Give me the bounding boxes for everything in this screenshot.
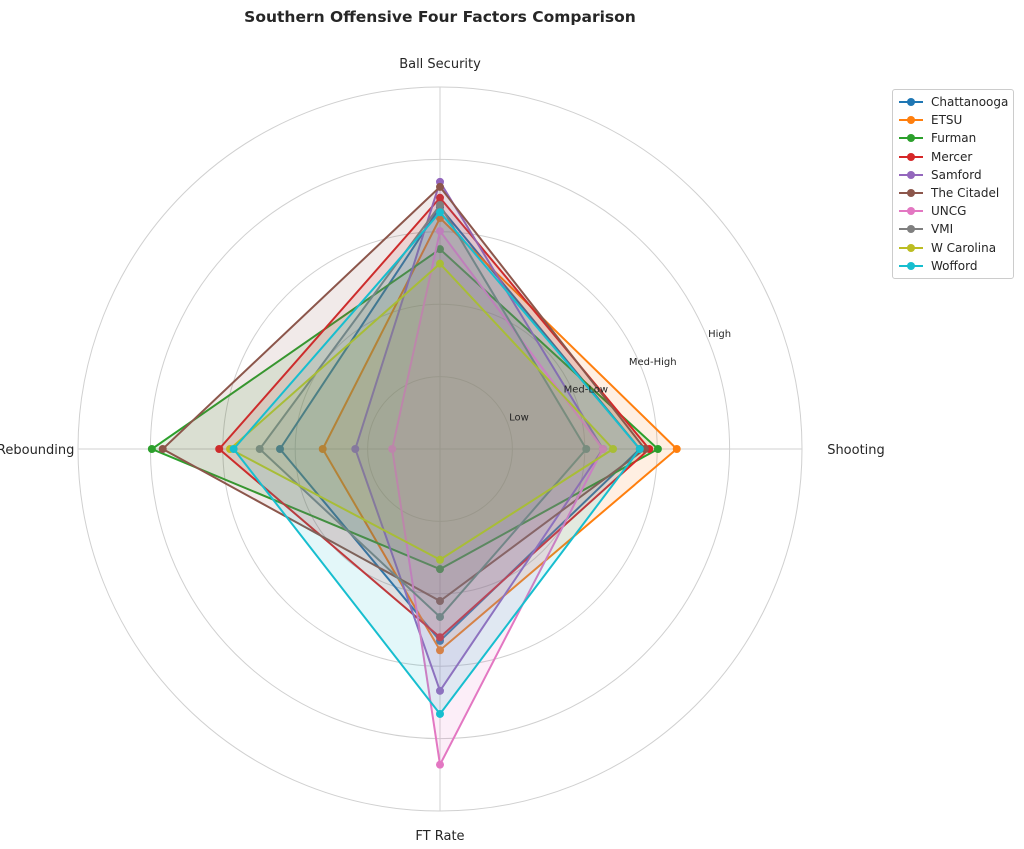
legend-item: Samford: [893, 166, 1013, 184]
data-point: [147, 445, 156, 453]
legend-marker-icon: [899, 242, 923, 254]
legend-label: W Carolina: [931, 240, 997, 255]
legend-marker-icon: [899, 205, 923, 217]
axis-label: Off Rebounding: [0, 443, 74, 458]
data-point: [436, 193, 444, 202]
data-point: [436, 646, 444, 655]
axis-label: FT Rate: [415, 829, 464, 844]
data-point: [255, 445, 264, 453]
series-etsu: [318, 214, 681, 655]
data-point: [318, 445, 327, 453]
legend-marker-icon: [899, 151, 923, 163]
data-point: [436, 227, 444, 236]
series-fill: [392, 231, 603, 765]
legend-label: VMI: [931, 222, 954, 237]
legend-marker-icon: [899, 132, 923, 144]
series-fill: [233, 212, 640, 714]
series-fill: [322, 218, 677, 651]
legend-item: The Citadel: [893, 184, 1013, 202]
series-furman: [147, 245, 662, 574]
legend-item: Mercer: [893, 148, 1013, 166]
data-point: [436, 555, 444, 564]
data-point: [388, 445, 397, 453]
axis-label: Shooting: [827, 443, 885, 458]
chart-title: Southern Offensive Four Factors Comparis…: [244, 8, 636, 26]
series-fill: [230, 263, 614, 560]
legend-label: Mercer: [931, 149, 973, 164]
legend-item: Chattanooga: [893, 93, 1013, 111]
legend-marker-icon: [899, 187, 923, 199]
legend-marker-icon: [899, 223, 923, 235]
data-point: [582, 445, 591, 453]
data-point: [158, 445, 167, 453]
legend-item: UNCG: [893, 202, 1013, 220]
ring-label: Med-High: [629, 357, 677, 368]
data-point: [436, 597, 444, 606]
legend-label: Wofford: [931, 258, 978, 273]
data-point: [436, 259, 444, 268]
series-uncg: [388, 227, 607, 769]
axis-label: Ball Security: [399, 57, 481, 72]
data-point: [635, 445, 644, 453]
data-point: [215, 445, 224, 453]
data-point: [436, 686, 444, 695]
data-point: [436, 182, 444, 191]
legend-marker-icon: [899, 169, 923, 181]
legend-label: UNCG: [931, 204, 967, 219]
ring-label: Low: [509, 412, 529, 423]
ring-label: High: [708, 329, 731, 340]
legend-item: ETSU: [893, 111, 1013, 129]
legend-item: W Carolina: [893, 239, 1013, 257]
data-point: [672, 445, 681, 453]
data-point: [436, 760, 444, 769]
legend-label: Furman: [931, 131, 977, 146]
ring-label: Med-Low: [564, 385, 608, 396]
data-point: [229, 445, 238, 453]
data-point: [436, 709, 444, 718]
legend-label: The Citadel: [931, 186, 1000, 201]
legend-marker-icon: [899, 96, 923, 108]
legend-item: VMI: [893, 220, 1013, 238]
data-point: [436, 245, 444, 254]
series-fill: [355, 181, 603, 691]
legend: Chattanooga ETSU Furman Mercer Samford The Ci…: [892, 89, 1014, 279]
legend-item: Wofford: [893, 257, 1013, 275]
series-fill: [259, 205, 587, 617]
data-point: [609, 445, 618, 453]
data-point: [598, 445, 607, 453]
data-point: [436, 565, 444, 574]
legend-label: ETSU: [931, 113, 963, 128]
legend-label: Chattanooga: [931, 95, 1009, 110]
series-fill: [279, 207, 640, 641]
series-fill: [151, 249, 658, 570]
legend-item: Furman: [893, 129, 1013, 147]
legend-label: Samford: [931, 167, 982, 182]
data-point: [436, 201, 444, 210]
series-wofford: [229, 208, 644, 718]
legend-marker-icon: [899, 260, 923, 272]
data-point: [653, 445, 662, 453]
data-point: [275, 445, 284, 453]
data-point: [436, 612, 444, 621]
data-point: [351, 445, 360, 453]
data-point: [436, 208, 444, 217]
data-point: [436, 633, 444, 642]
legend-marker-icon: [899, 114, 923, 126]
series-fill: [219, 197, 650, 638]
